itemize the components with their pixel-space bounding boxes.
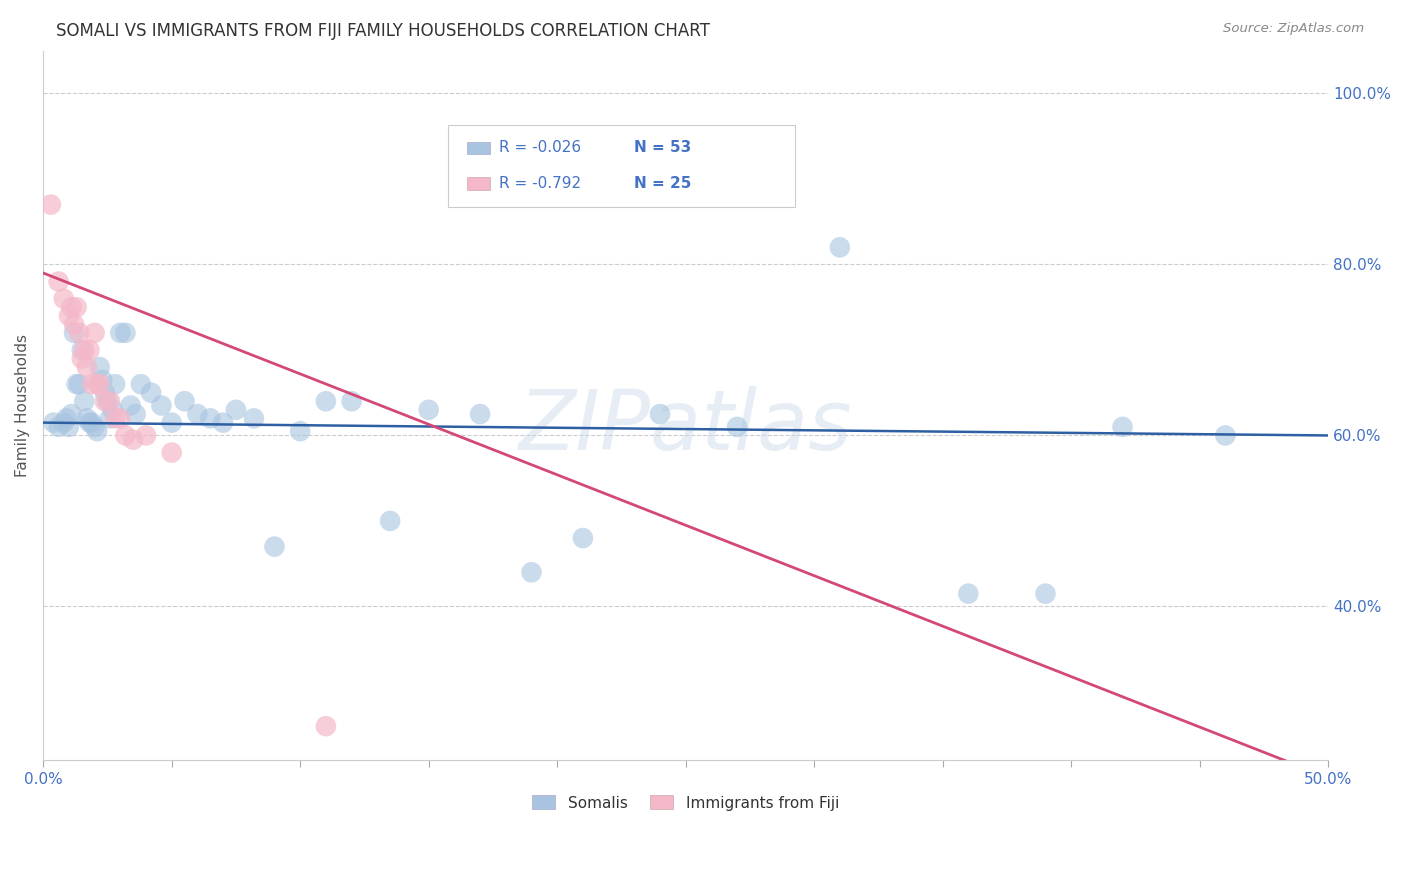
- Point: [52, 416, 75, 430]
- Point: [42, 416, 65, 430]
- FancyBboxPatch shape: [467, 142, 491, 154]
- Point: [1215, 428, 1237, 442]
- Point: [101, 402, 124, 417]
- Point: [67, 377, 90, 392]
- Point: [55, 411, 77, 425]
- Point: [52, 292, 75, 306]
- Point: [73, 343, 96, 357]
- Point: [86, 377, 108, 392]
- Point: [76, 411, 98, 425]
- Point: [135, 428, 157, 442]
- Text: N = 25: N = 25: [634, 176, 692, 191]
- Point: [129, 377, 152, 392]
- Point: [1111, 420, 1133, 434]
- Text: R = -0.026: R = -0.026: [499, 140, 582, 155]
- Point: [200, 411, 222, 425]
- Point: [173, 394, 195, 409]
- Point: [139, 385, 162, 400]
- Point: [83, 326, 105, 340]
- Point: [76, 359, 98, 374]
- Point: [94, 394, 117, 409]
- Point: [91, 373, 114, 387]
- Point: [48, 275, 70, 289]
- Point: [114, 326, 136, 340]
- Point: [63, 318, 86, 332]
- Point: [315, 394, 337, 409]
- Point: [86, 424, 108, 438]
- Point: [70, 351, 93, 366]
- Point: [60, 407, 83, 421]
- Point: [468, 407, 491, 421]
- Point: [98, 411, 121, 425]
- Text: N = 53: N = 53: [634, 140, 692, 155]
- Point: [89, 359, 111, 374]
- Point: [243, 411, 266, 425]
- Point: [65, 377, 87, 392]
- Point: [110, 411, 132, 425]
- Text: R = -0.792: R = -0.792: [499, 176, 582, 191]
- Point: [212, 416, 235, 430]
- Point: [1035, 587, 1057, 601]
- Point: [110, 326, 132, 340]
- Point: [957, 587, 980, 601]
- Point: [572, 531, 595, 545]
- Point: [79, 343, 101, 357]
- Point: [70, 343, 93, 357]
- Point: [60, 300, 83, 314]
- Point: [150, 399, 173, 413]
- Point: [122, 433, 145, 447]
- Point: [39, 197, 62, 211]
- Point: [89, 377, 111, 392]
- Point: [120, 399, 142, 413]
- Point: [828, 240, 851, 254]
- Point: [340, 394, 363, 409]
- FancyBboxPatch shape: [449, 125, 794, 207]
- Point: [83, 420, 105, 434]
- Point: [65, 300, 87, 314]
- Point: [58, 420, 80, 434]
- Point: [96, 394, 118, 409]
- Point: [79, 416, 101, 430]
- Point: [520, 566, 543, 580]
- Point: [114, 428, 136, 442]
- Point: [104, 411, 127, 425]
- Point: [98, 394, 121, 409]
- Text: Source: ZipAtlas.com: Source: ZipAtlas.com: [1223, 22, 1364, 36]
- Point: [263, 540, 285, 554]
- Point: [67, 326, 90, 340]
- Point: [186, 407, 208, 421]
- Text: SOMALI VS IMMIGRANTS FROM FIJI FAMILY HOUSEHOLDS CORRELATION CHART: SOMALI VS IMMIGRANTS FROM FIJI FAMILY HO…: [56, 22, 710, 40]
- Point: [73, 394, 96, 409]
- FancyBboxPatch shape: [467, 177, 491, 190]
- Point: [58, 309, 80, 323]
- Point: [104, 377, 127, 392]
- Point: [94, 385, 117, 400]
- Point: [378, 514, 401, 528]
- Point: [160, 416, 183, 430]
- Point: [648, 407, 671, 421]
- Legend: Somalis, Immigrants from Fiji: Somalis, Immigrants from Fiji: [526, 789, 845, 816]
- Y-axis label: Family Households: Family Households: [15, 334, 30, 477]
- Point: [63, 326, 86, 340]
- Point: [80, 377, 103, 392]
- Point: [48, 420, 70, 434]
- Point: [80, 416, 103, 430]
- Point: [315, 719, 337, 733]
- Point: [125, 407, 148, 421]
- Point: [725, 420, 748, 434]
- Text: ZIPatlas: ZIPatlas: [519, 386, 852, 467]
- Point: [160, 445, 183, 459]
- Point: [290, 424, 312, 438]
- Point: [225, 402, 247, 417]
- Point: [418, 402, 440, 417]
